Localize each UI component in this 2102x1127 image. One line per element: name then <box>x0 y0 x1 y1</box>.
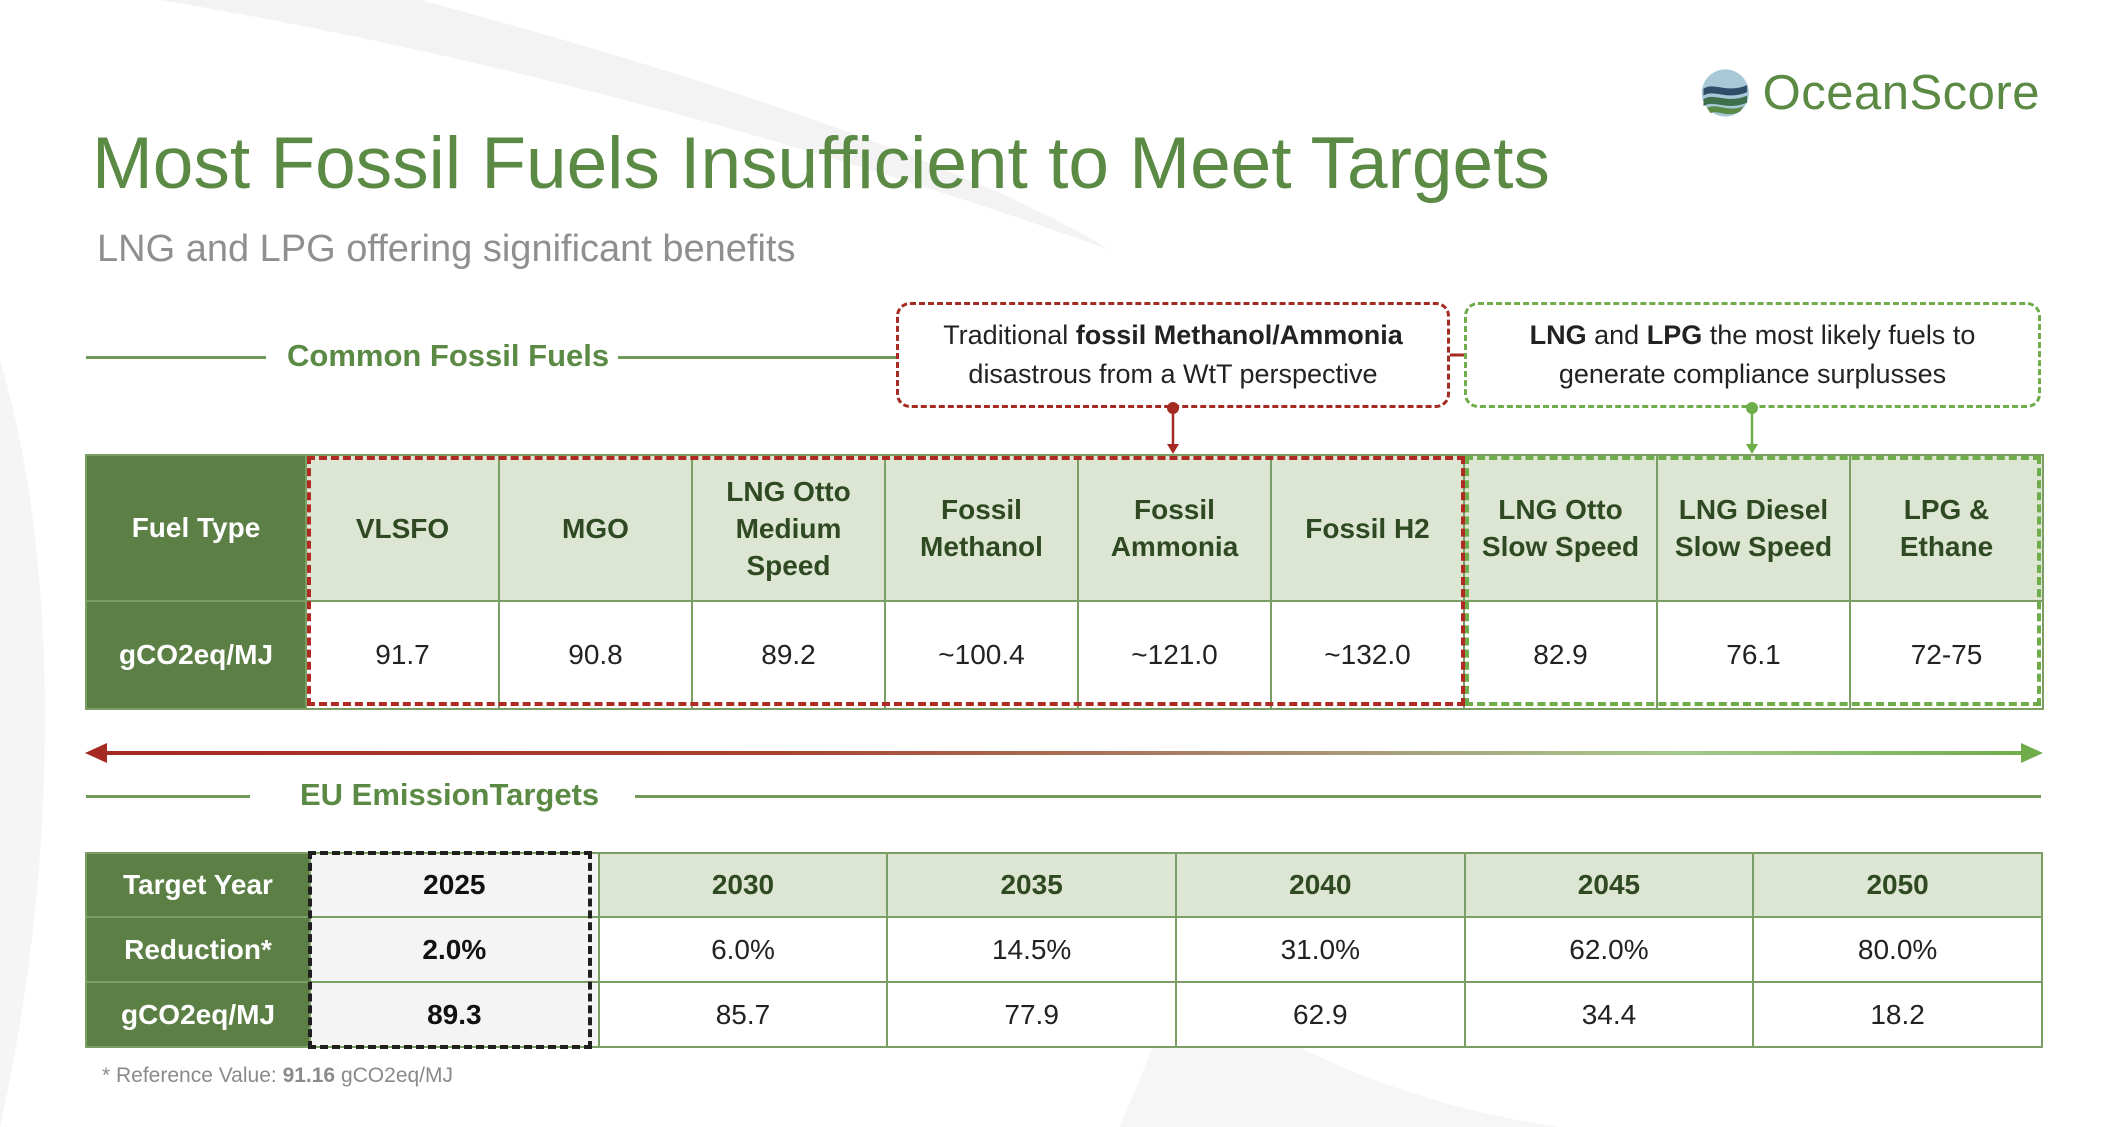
reduction-2050: 80.0% <box>1752 916 2043 983</box>
fuel-type-row: Fuel Type VLSFO MGO LNG Otto Medium Speed … <box>85 454 2044 602</box>
fuel-name-lpg-ethane: LPG & Ethane <box>1849 454 2044 602</box>
reduction-header: Reduction* <box>85 916 311 983</box>
fossil-methanol-ammonia-callout: Traditional fossil Methanol/Ammonia disa… <box>896 302 1450 408</box>
oceanscore-wave-icon <box>1701 69 1749 117</box>
fuel-name-lng-diesel-slow: LNG Diesel Slow Speed <box>1656 454 1851 602</box>
brand-name: OceanScore <box>1762 66 2040 120</box>
target-value-2050: 18.2 <box>1752 981 2043 1048</box>
reduction-2035: 14.5% <box>886 916 1177 983</box>
target-year-2030: 2030 <box>597 852 889 918</box>
reduction-2030: 6.0% <box>597 916 889 983</box>
callout-green-line2: generate compliance surplusses <box>1558 359 1947 389</box>
emissions-gradient-arrow <box>85 743 2043 763</box>
fuel-value-lpg-ethane: 72-75 <box>1849 600 2044 710</box>
reduction-2040: 31.0% <box>1174 916 1466 983</box>
fuel-value-vlsfo: 91.7 <box>305 600 500 710</box>
target-year-2040: 2040 <box>1174 852 1466 918</box>
red-connector <box>1167 353 1464 454</box>
fuel-name-fossil-methanol: Fossil Methanol <box>884 454 1079 602</box>
target-value-row: gCO2eq/MJ 89.3 85.7 77.9 62.9 34.4 18.2 <box>85 981 2043 1048</box>
section-divider-left <box>86 356 266 359</box>
eu-targets-section-label: EU EmissionTargets <box>300 777 600 812</box>
fuel-name-vlsfo: VLSFO <box>305 454 500 602</box>
target-year-2050: 2050 <box>1752 852 2043 918</box>
fuel-value-fossil-ammonia: ~121.0 <box>1077 600 1272 710</box>
target-value-2030: 85.7 <box>597 981 889 1048</box>
fuel-value-row: gCO2eq/MJ 91.7 90.8 89.2 ~100.4 ~121.0 ~… <box>85 600 2044 710</box>
fuel-value-header: gCO2eq/MJ <box>85 600 307 710</box>
reduction-2045: 62.0% <box>1463 916 1755 983</box>
fuel-type-header: Fuel Type <box>85 454 307 602</box>
fuel-value-fossil-h2: ~132.0 <box>1270 600 1465 710</box>
target-value-2045: 34.4 <box>1463 981 1755 1048</box>
fuel-name-lng-otto-slow: LNG Otto Slow Speed <box>1463 454 1658 602</box>
fuel-name-fossil-ammonia: Fossil Ammonia <box>1077 454 1272 602</box>
green-connector <box>1746 402 1758 454</box>
callout-red-line1: Traditional fossil Methanol/Ammonia <box>943 320 1403 350</box>
target-value-2025: 89.3 <box>309 981 600 1048</box>
fuel-value-lng-diesel-slow: 76.1 <box>1656 600 1851 710</box>
fuel-value-mgo: 90.8 <box>498 600 693 710</box>
reference-footnote: * Reference Value: 91.16 gCO2eq/MJ <box>102 1064 454 1087</box>
target-value-2040: 62.9 <box>1174 981 1466 1048</box>
fossil-fuels-section-label: Common Fossil Fuels <box>287 338 610 373</box>
targets-divider-left <box>86 795 250 798</box>
reduction-2025: 2.0% <box>309 916 600 983</box>
targets-divider-right <box>635 795 2041 798</box>
lng-lpg-callout: LNG and LPG the most likely fuels to gen… <box>1464 302 2041 408</box>
callout-red-line2: disastrous from a WtT perspective <box>968 359 1378 389</box>
target-year-2035: 2035 <box>886 852 1177 918</box>
fuel-value-lng-otto-slow: 82.9 <box>1463 600 1658 710</box>
target-value-2035: 77.9 <box>886 981 1177 1048</box>
target-value-header: gCO2eq/MJ <box>85 981 311 1048</box>
fuel-name-fossil-h2: Fossil H2 <box>1270 454 1465 602</box>
target-year-2025: 2025 <box>309 852 600 918</box>
reduction-row: Reduction* 2.0% 6.0% 14.5% 31.0% 62.0% 8… <box>85 916 2043 983</box>
fuel-value-fossil-methanol: ~100.4 <box>884 600 1079 710</box>
page-subtitle: LNG and LPG offering significant benefit… <box>97 228 796 270</box>
eu-targets-table: Target Year 2025 2030 2035 2040 2045 205… <box>85 852 2043 1048</box>
target-year-2045: 2045 <box>1463 852 1755 918</box>
brand-logo: OceanScore <box>1700 58 2040 128</box>
page-title: Most Fossil Fuels Insufficient to Meet T… <box>92 123 1550 204</box>
target-year-header: Target Year <box>85 852 311 918</box>
section-divider-right <box>618 356 898 359</box>
fuel-emissions-table: Fuel Type VLSFO MGO LNG Otto Medium Speed … <box>85 454 2044 710</box>
fuel-value-lng-otto-medium: 89.2 <box>691 600 886 710</box>
fuel-name-mgo: MGO <box>498 454 693 602</box>
fuel-name-lng-otto-medium: LNG Otto Medium Speed <box>691 454 886 602</box>
target-year-row: Target Year 2025 2030 2035 2040 2045 205… <box>85 852 2043 918</box>
callout-green-line1: LNG and LPG the most likely fuels to <box>1529 320 1976 350</box>
